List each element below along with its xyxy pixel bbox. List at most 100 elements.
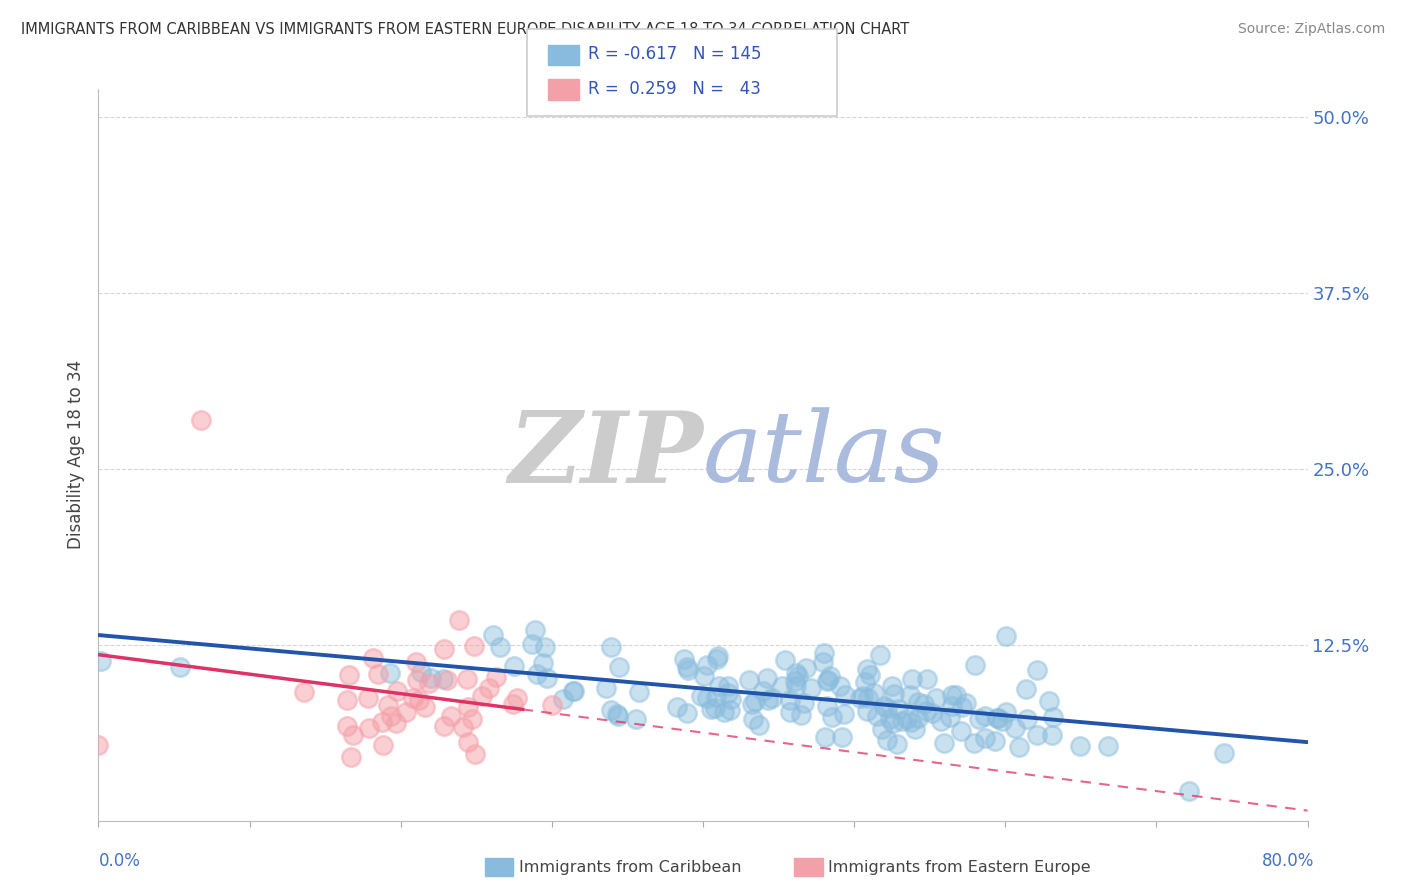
Point: [292, 685, 315, 699]
Point: [994, 629, 1017, 643]
Point: [907, 695, 929, 709]
Point: [707, 649, 730, 664]
Point: [380, 709, 402, 723]
Point: [482, 628, 505, 642]
Point: [533, 656, 555, 670]
Point: [866, 708, 889, 723]
Point: [876, 732, 898, 747]
Point: [949, 724, 972, 739]
Point: [1015, 712, 1038, 726]
Point: [950, 699, 973, 714]
Point: [872, 723, 894, 737]
Point: [562, 684, 585, 698]
Point: [336, 719, 359, 733]
Point: [967, 712, 990, 726]
Point: [744, 693, 766, 707]
Point: [561, 684, 583, 698]
Point: [785, 666, 807, 681]
Point: [420, 671, 443, 685]
Point: [925, 690, 948, 705]
Point: [706, 652, 728, 666]
Text: R = -0.617   N = 145: R = -0.617 N = 145: [588, 45, 761, 63]
Point: [830, 679, 852, 693]
Point: [756, 671, 779, 685]
Point: [700, 702, 723, 716]
Point: [436, 673, 458, 688]
Point: [456, 672, 478, 686]
Point: [856, 691, 879, 706]
Point: [901, 672, 924, 686]
Point: [676, 663, 699, 677]
Point: [342, 727, 364, 741]
Point: [605, 707, 627, 722]
Point: [524, 624, 547, 638]
Point: [337, 668, 360, 682]
Point: [758, 693, 780, 707]
Point: [387, 683, 409, 698]
Point: [831, 730, 853, 744]
Point: [370, 714, 392, 729]
Point: [821, 710, 844, 724]
Point: [628, 684, 651, 698]
Point: [367, 667, 389, 681]
Point: [773, 652, 796, 666]
Point: [361, 650, 384, 665]
Point: [503, 658, 526, 673]
Point: [984, 734, 1007, 748]
Point: [696, 691, 718, 706]
Point: [921, 706, 943, 720]
Point: [973, 709, 995, 723]
Point: [853, 675, 876, 690]
Point: [675, 660, 697, 674]
Point: [433, 641, 456, 656]
Point: [449, 613, 471, 627]
Text: IMMIGRANTS FROM CARIBBEAN VS IMMIGRANTS FROM EASTERN EUROPE DISABILITY AGE 18 TO: IMMIGRANTS FROM CARIBBEAN VS IMMIGRANTS …: [21, 22, 910, 37]
Point: [599, 640, 621, 655]
Point: [471, 690, 494, 704]
Point: [451, 720, 474, 734]
Text: ZIP: ZIP: [508, 407, 703, 503]
Point: [883, 687, 905, 701]
Point: [440, 708, 463, 723]
Point: [815, 673, 838, 688]
Point: [907, 711, 929, 725]
Point: [963, 736, 986, 750]
Point: [709, 679, 731, 693]
Point: [626, 712, 648, 726]
Point: [817, 673, 839, 687]
Point: [955, 696, 977, 710]
Point: [741, 697, 763, 711]
Point: [1004, 721, 1026, 735]
Point: [413, 699, 436, 714]
Point: [834, 688, 856, 702]
Point: [463, 639, 485, 653]
Point: [526, 666, 548, 681]
Point: [1007, 740, 1029, 755]
Point: [690, 689, 713, 703]
Point: [673, 651, 696, 665]
Point: [900, 689, 922, 703]
Point: [800, 681, 823, 695]
Point: [887, 702, 910, 716]
Point: [974, 731, 997, 745]
Point: [793, 697, 815, 711]
Point: [891, 714, 914, 728]
Point: [1178, 784, 1201, 798]
Text: Immigrants from Caribbean: Immigrants from Caribbean: [519, 860, 741, 874]
Point: [751, 684, 773, 698]
Point: [1038, 694, 1060, 708]
Point: [359, 721, 381, 735]
Point: [790, 708, 813, 723]
Text: 0.0%: 0.0%: [98, 852, 141, 870]
Point: [904, 722, 927, 736]
Point: [666, 699, 689, 714]
Point: [945, 689, 967, 703]
Point: [418, 676, 440, 690]
Point: [540, 698, 562, 712]
Text: Immigrants from Eastern Europe: Immigrants from Eastern Europe: [828, 860, 1091, 874]
Text: Source: ZipAtlas.com: Source: ZipAtlas.com: [1237, 22, 1385, 37]
Point: [785, 673, 807, 688]
Point: [811, 655, 834, 669]
Point: [371, 738, 394, 752]
Point: [1025, 728, 1047, 742]
